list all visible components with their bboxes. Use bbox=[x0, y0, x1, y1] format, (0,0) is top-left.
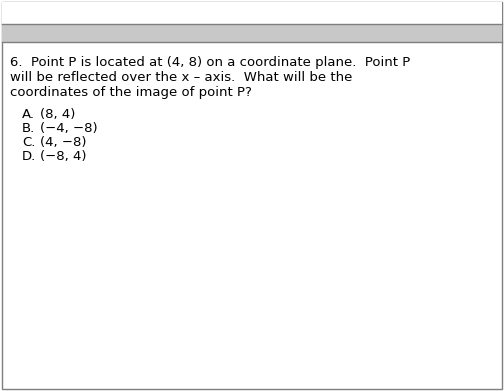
Text: B.: B. bbox=[22, 122, 35, 135]
Text: will be reflected over the x – axis.  What will be the: will be reflected over the x – axis. Wha… bbox=[10, 71, 352, 84]
Text: C.: C. bbox=[22, 136, 35, 149]
Text: (8, 4): (8, 4) bbox=[40, 108, 76, 121]
Bar bbox=[2, 24, 502, 42]
Text: (−4, −8): (−4, −8) bbox=[40, 122, 98, 135]
Bar bbox=[2, 2, 502, 24]
Text: (−8, 4): (−8, 4) bbox=[40, 150, 87, 163]
Text: coordinates of the image of point P?: coordinates of the image of point P? bbox=[10, 86, 252, 99]
Text: A.: A. bbox=[22, 108, 35, 121]
Text: 6.  Point P is located at (4, 8) on a coordinate plane.  Point P: 6. Point P is located at (4, 8) on a coo… bbox=[10, 56, 410, 69]
Text: D.: D. bbox=[22, 150, 36, 163]
Text: (4, −8): (4, −8) bbox=[40, 136, 87, 149]
